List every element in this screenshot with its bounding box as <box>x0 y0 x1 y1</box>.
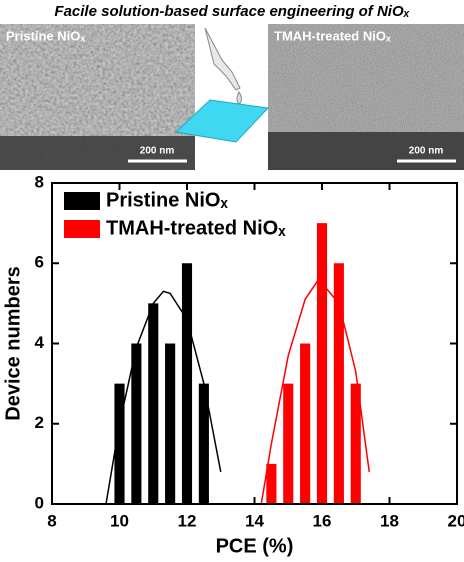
legend-swatch <box>64 220 100 238</box>
x-tick-label: 16 <box>313 511 332 530</box>
bar <box>148 303 159 504</box>
image-label: Pristine NiOₓ <box>6 28 85 43</box>
y-tick-label: 8 <box>35 172 44 191</box>
scale-label: 200 nm <box>409 146 444 157</box>
plot-frame <box>51 182 458 505</box>
bar <box>300 343 311 504</box>
chart: 0 2 4 6 8 8 10 12 14 16 18 20 PCE (%) Device numbers P… <box>2 172 464 557</box>
y-tick-label: 4 <box>35 333 45 352</box>
x-tick-label: 14 <box>245 511 264 530</box>
sem-image-left: Pristine NiOₓ 200 nm <box>0 24 195 170</box>
x-tick-label: 12 <box>178 511 197 530</box>
bar <box>165 343 176 504</box>
fit-curve <box>260 278 370 505</box>
bar <box>198 383 209 504</box>
image-label: TMAH-treated NiOₓ <box>274 28 391 43</box>
y-tick-label: 2 <box>35 413 44 432</box>
x-axis-label: PCE (%) <box>216 535 294 557</box>
scale-label: 200 nm <box>140 146 175 157</box>
process-illustration <box>174 27 270 143</box>
figure-title: Facile solution-based surface engineerin… <box>54 3 409 20</box>
sem-image-right: TMAH-treated NiOₓ 200 nm <box>268 24 464 170</box>
bar <box>266 463 277 504</box>
x-tick-label: 8 <box>47 511 56 530</box>
fit-curve <box>105 290 222 505</box>
bar <box>131 343 142 504</box>
bar <box>114 383 125 504</box>
x-tick-label: 10 <box>110 511 129 530</box>
legend-label: TMAH-treated NiOₓ <box>106 217 286 239</box>
legend-swatch <box>64 192 100 210</box>
y-tick-label: 0 <box>35 493 44 512</box>
bar <box>333 263 344 504</box>
y-tick-label: 6 <box>35 253 44 272</box>
bar <box>350 383 361 504</box>
y-axis-label: Device numbers <box>2 266 24 421</box>
bar <box>181 263 193 504</box>
legend-label: Pristine NiOₓ <box>106 189 228 211</box>
bar <box>316 223 328 504</box>
bar <box>283 383 294 504</box>
x-tick-label: 18 <box>380 511 399 530</box>
x-tick-label: 20 <box>448 511 464 530</box>
